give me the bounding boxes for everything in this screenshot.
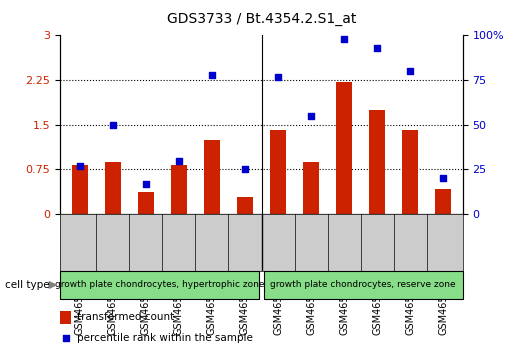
Bar	[105, 162, 121, 214]
Point	[76, 163, 84, 169]
Bar	[336, 82, 353, 214]
Point	[340, 36, 348, 42]
Text: growth plate chondrocytes, reserve zone: growth plate chondrocytes, reserve zone	[270, 280, 456, 290]
Point	[62, 335, 70, 341]
Bar	[72, 165, 88, 214]
Text: cell type: cell type	[5, 280, 50, 290]
Bar	[303, 162, 319, 214]
Point	[406, 68, 414, 74]
Point	[175, 158, 183, 164]
Point	[307, 113, 315, 119]
Bar	[264, 271, 463, 299]
Bar	[138, 192, 154, 214]
Bar	[60, 311, 72, 324]
Bar	[170, 165, 187, 214]
Text: GDS3733 / Bt.4354.2.S1_at: GDS3733 / Bt.4354.2.S1_at	[167, 12, 356, 27]
Point	[439, 176, 447, 181]
Bar	[237, 198, 253, 214]
Bar	[60, 271, 259, 299]
Point	[373, 45, 381, 51]
Bar	[369, 110, 385, 214]
Bar	[435, 189, 451, 214]
Point	[142, 181, 150, 187]
Text: transformed count: transformed count	[77, 312, 174, 322]
Bar	[204, 140, 220, 214]
Text: percentile rank within the sample: percentile rank within the sample	[77, 332, 253, 343]
Text: growth plate chondrocytes, hypertrophic zone: growth plate chondrocytes, hypertrophic …	[55, 280, 264, 290]
Point	[241, 167, 249, 172]
Point	[274, 74, 282, 79]
Point	[208, 72, 216, 78]
Bar	[270, 130, 286, 214]
Bar	[402, 130, 418, 214]
Point	[109, 122, 117, 127]
